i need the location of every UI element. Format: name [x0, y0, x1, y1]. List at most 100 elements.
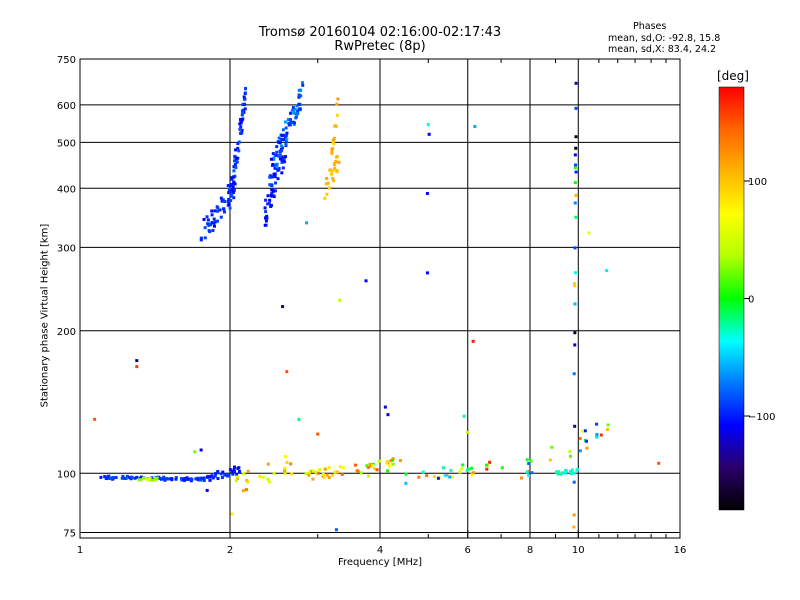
data-point — [206, 218, 210, 222]
data-point — [335, 470, 339, 474]
data-point — [292, 121, 296, 125]
data-point — [270, 188, 274, 192]
data-point — [375, 468, 379, 472]
data-point — [458, 470, 462, 474]
data-point — [279, 133, 283, 137]
data-point — [573, 424, 577, 428]
data-point — [548, 458, 552, 462]
data-point — [367, 474, 371, 478]
data-point — [185, 476, 189, 480]
data-point — [137, 478, 141, 482]
data-point — [573, 181, 577, 185]
data-point — [214, 472, 218, 476]
data-point — [210, 209, 214, 213]
data-point — [327, 465, 331, 469]
data-point — [283, 155, 287, 159]
data-point — [283, 133, 287, 137]
data-point — [580, 429, 584, 433]
data-point — [182, 478, 186, 482]
data-point — [330, 147, 334, 151]
data-point — [335, 169, 339, 173]
data-point — [232, 468, 236, 472]
colorbar-unit-label: [deg] — [717, 69, 749, 83]
data-point — [120, 476, 124, 480]
data-point — [277, 154, 281, 158]
data-point — [284, 142, 288, 146]
data-point — [488, 460, 492, 464]
data-point — [333, 161, 337, 165]
data-point — [210, 213, 214, 217]
data-point — [230, 182, 234, 186]
data-point — [207, 222, 211, 226]
data-point — [283, 156, 287, 160]
data-point — [166, 477, 170, 481]
data-point — [139, 478, 143, 482]
data-point — [398, 459, 402, 463]
data-point — [292, 111, 296, 115]
axes: 1 2 4 6 8 10 16 750 600 500 400 300 200 100 75 — [57, 55, 686, 556]
grid-lines — [80, 59, 680, 538]
data-point — [234, 166, 238, 170]
data-point — [273, 189, 277, 193]
stats-line-o: mean, sd,O: -92.8, 15.8 — [608, 33, 721, 44]
x-tick-label: 2 — [227, 545, 233, 556]
data-point — [228, 468, 232, 472]
colorbar — [718, 86, 745, 511]
data-point — [275, 154, 279, 158]
data-point — [219, 215, 223, 219]
data-point — [236, 475, 240, 479]
data-point — [574, 106, 578, 110]
data-point — [569, 454, 573, 458]
data-point — [216, 477, 220, 481]
data-point — [326, 181, 330, 185]
data-point — [285, 370, 289, 374]
data-point — [287, 123, 291, 127]
y-tick-label: 100 — [57, 469, 76, 480]
data-point — [266, 462, 270, 466]
data-point — [341, 466, 345, 470]
data-point — [267, 202, 271, 206]
data-point — [574, 81, 578, 85]
data-point — [385, 461, 389, 465]
data-point — [461, 463, 465, 467]
data-point — [574, 193, 578, 197]
data-point — [112, 476, 116, 480]
data-point — [275, 165, 279, 169]
data-point — [237, 149, 241, 153]
data-point — [441, 466, 445, 470]
data-points — [93, 81, 661, 532]
data-point — [221, 198, 225, 202]
data-point — [283, 455, 287, 459]
data-point — [605, 269, 609, 273]
data-point — [460, 467, 464, 471]
data-point — [585, 446, 589, 450]
data-point — [404, 481, 408, 485]
data-point — [242, 472, 246, 476]
data-point — [270, 191, 274, 195]
data-point — [233, 162, 237, 166]
data-point — [276, 177, 280, 181]
data-point — [280, 137, 284, 141]
data-point — [570, 468, 574, 472]
data-point — [162, 475, 166, 479]
data-point — [561, 471, 565, 475]
chart-title-line1: Tromsø 20160104 02:16:00-02:17:43 — [258, 25, 502, 40]
data-point — [273, 153, 277, 157]
data-point — [527, 469, 531, 473]
data-point — [232, 165, 236, 169]
data-point — [285, 131, 289, 135]
data-point — [273, 166, 277, 170]
data-point — [271, 189, 275, 193]
data-point — [466, 430, 470, 434]
data-point — [238, 128, 242, 132]
data-point — [155, 476, 159, 480]
data-point — [292, 109, 296, 113]
data-point — [328, 168, 332, 172]
data-point — [271, 152, 275, 156]
data-point — [318, 468, 322, 472]
data-point — [278, 141, 282, 145]
data-point — [568, 449, 572, 453]
data-point — [557, 470, 561, 474]
data-point — [213, 474, 217, 478]
data-point — [154, 478, 158, 482]
